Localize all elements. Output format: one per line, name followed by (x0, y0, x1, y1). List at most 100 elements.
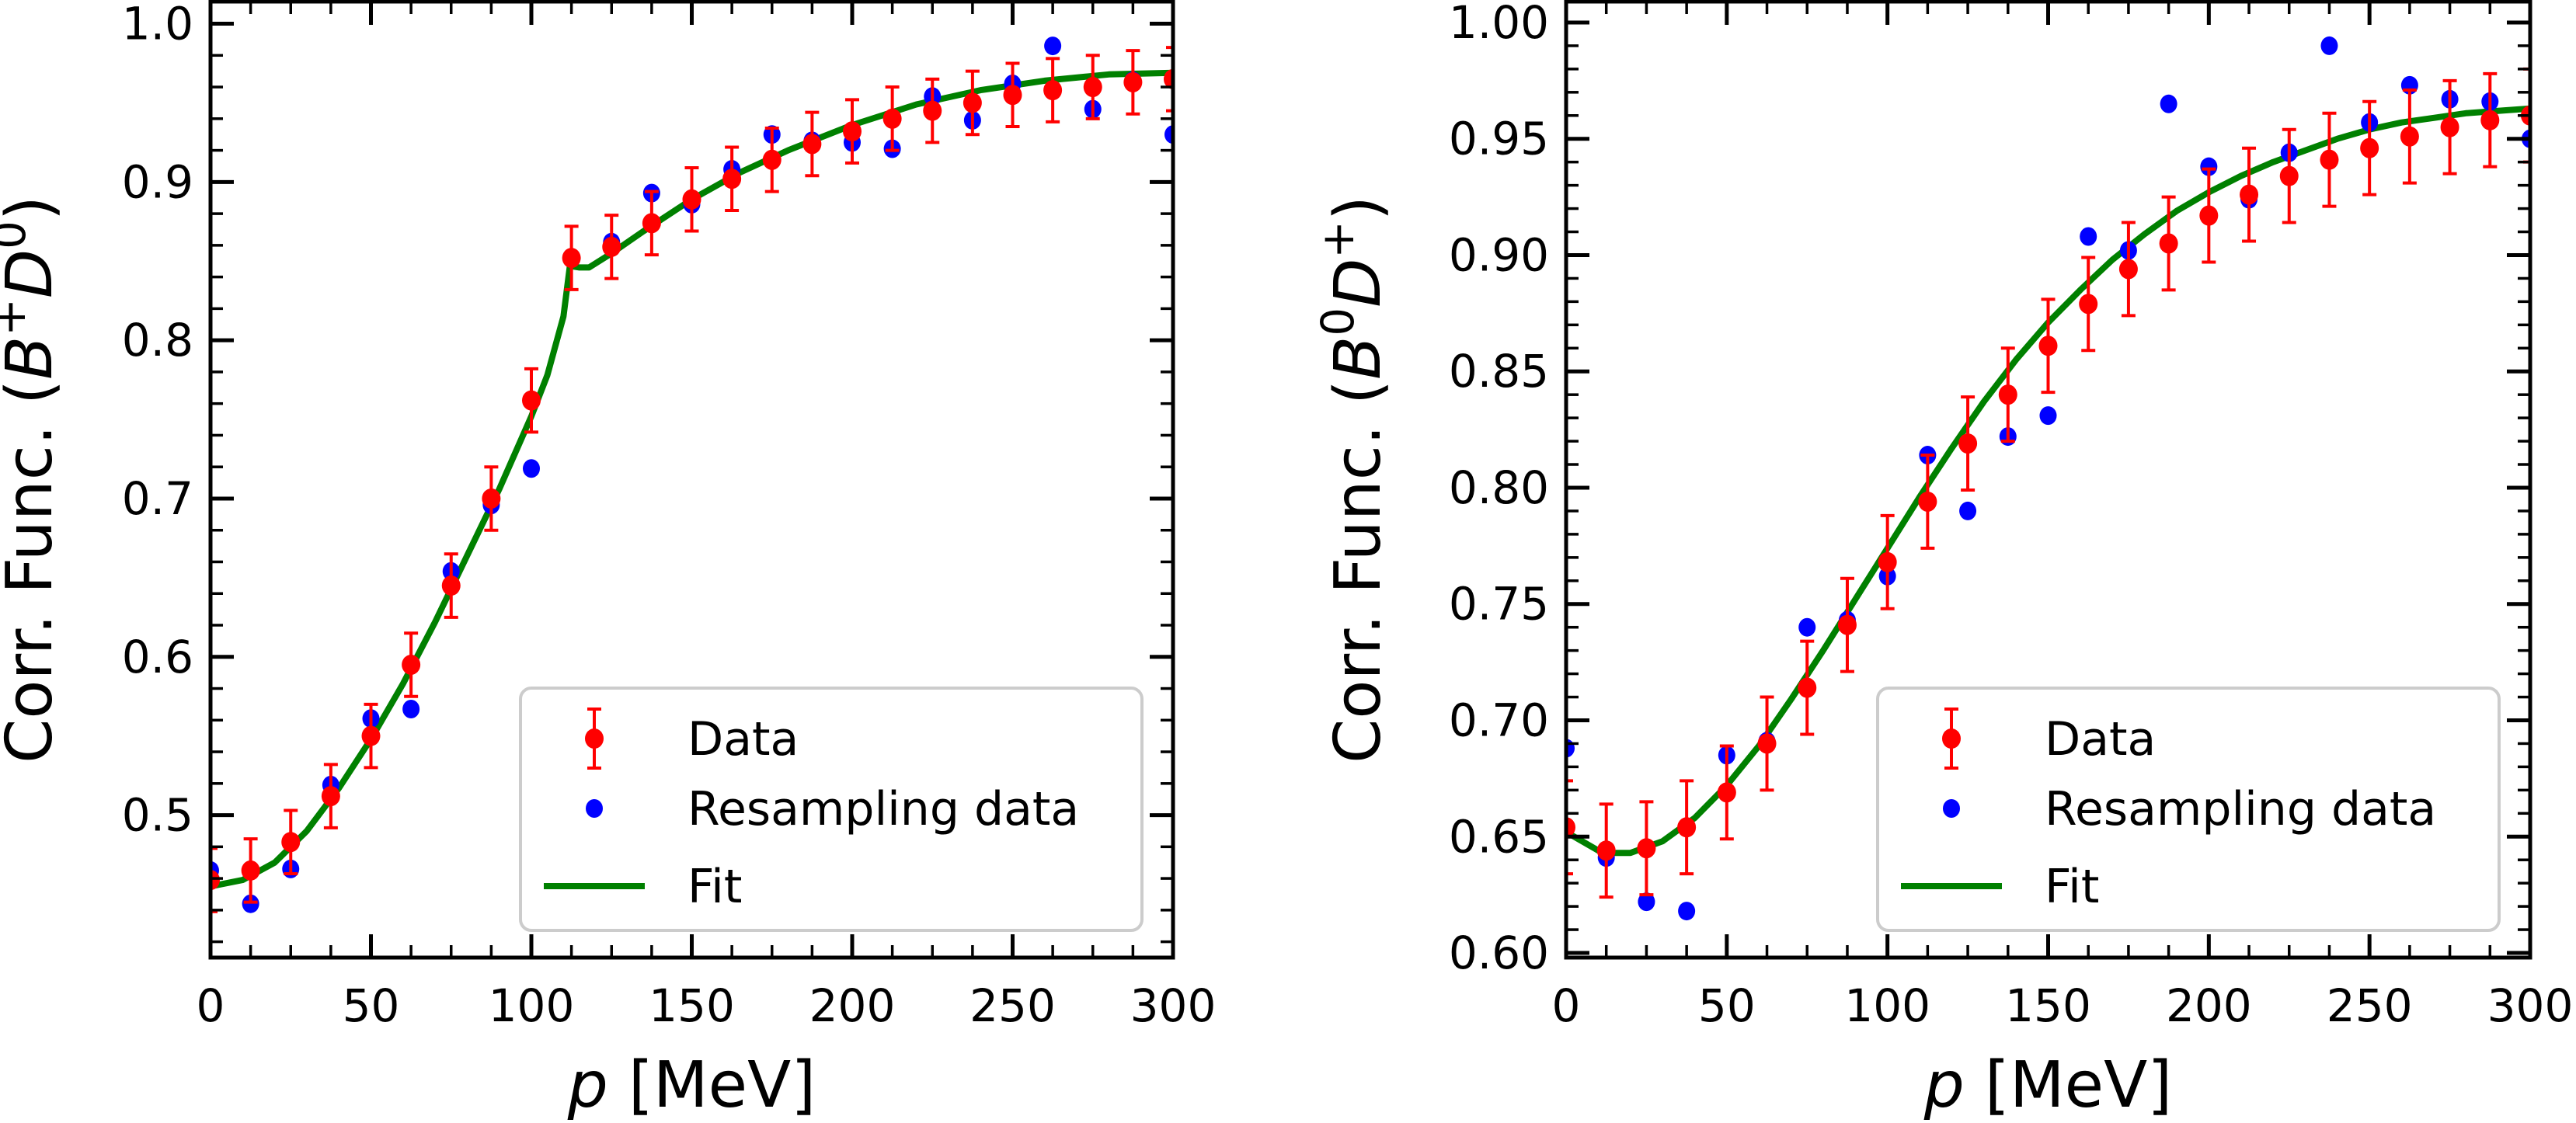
data-point (522, 390, 541, 411)
y-tick-label: 1.00 (1449, 0, 1549, 49)
y-tick-label: 0.60 (1449, 927, 1549, 979)
data-point (602, 236, 621, 257)
y-axis-label-part: 0 (1311, 308, 1364, 336)
y-tick-label: 0.80 (1449, 461, 1549, 514)
data-point (562, 248, 581, 269)
legend-resampling-marker (586, 799, 603, 818)
x-tick-label: 100 (1844, 979, 1930, 1032)
data-point (1043, 80, 1063, 101)
y-axis-label: Corr. Func. (B0D+) (1311, 196, 1395, 763)
x-axis-label-unit: [MeV] (1965, 1048, 2172, 1122)
resampling-point (1044, 37, 1062, 56)
resampling-point (1678, 902, 1696, 921)
x-tick-label: 250 (2327, 979, 2413, 1032)
y-tick-label: 0.65 (1449, 810, 1549, 863)
x-axis-label: p [MeV] (567, 1048, 816, 1122)
data-point (1837, 614, 1857, 635)
data-point (2038, 336, 2058, 356)
data-point (802, 134, 822, 155)
y-axis-label-part: D (1321, 259, 1395, 308)
y-tick-label: 0.5 (122, 789, 193, 842)
y-tick-label: 0.8 (122, 314, 193, 367)
data-point (402, 654, 421, 675)
data-point (722, 169, 742, 189)
resampling-point (1638, 892, 1655, 912)
y-tick-label: 0.75 (1449, 578, 1549, 631)
data-point (882, 108, 902, 129)
legend-label: Data (2045, 712, 2156, 767)
data-point (1958, 433, 1978, 454)
legend: Data Resampling data Fit (1876, 687, 2501, 932)
x-tick-label: 150 (2005, 979, 2091, 1032)
data-point (361, 725, 381, 746)
data-point (1998, 384, 2017, 405)
resampling-point (402, 700, 420, 719)
y-axis-label-part: D (0, 249, 67, 298)
y-tick-label: 0.7 (122, 472, 193, 525)
y-axis-label-part: + (0, 298, 36, 336)
legend-data-marker (585, 728, 604, 749)
data-point (2240, 184, 2259, 205)
y-axis-label-part: ) (0, 196, 67, 221)
resampling-point (2200, 157, 2218, 176)
data-point (1083, 77, 1102, 98)
legend-label: Fit (688, 860, 742, 914)
x-axis-label-var: p (1923, 1048, 1965, 1122)
resampling-point (1798, 617, 1816, 637)
data-point (1637, 838, 1656, 859)
panel-2: 0 50 100 150 200 250 300 0.60 0.65 0.70 0.75 0.80 0.… (1311, 0, 2573, 1122)
x-tick-label: 0 (1552, 979, 1581, 1032)
y-tick-label: 0.70 (1449, 694, 1549, 746)
x-tick-label: 300 (2487, 979, 2574, 1032)
x-tick-label: 0 (197, 979, 225, 1032)
x-tick-label: 100 (489, 979, 575, 1032)
y-tick-label: 0.95 (1449, 113, 1549, 165)
data-point (1003, 85, 1022, 106)
data-point (2159, 233, 2178, 254)
data-point (2440, 116, 2459, 137)
axes-frame (1564, 0, 2532, 960)
fit-line (1566, 105, 2530, 857)
data-point (2199, 205, 2219, 226)
resampling-point (242, 894, 259, 913)
y-axis-label-part: B (1321, 336, 1395, 380)
x-axis-label: p [MeV] (1923, 1048, 2172, 1122)
y-axis-label-part: B (0, 336, 67, 380)
legend-resampling-marker (1943, 799, 1960, 818)
legend-box (519, 687, 1144, 932)
x-tick-label: 300 (1130, 979, 1217, 1032)
legend-label: Resampling data (688, 782, 1079, 836)
legend-label: Fit (2045, 860, 2099, 914)
x-tick-label: 250 (969, 979, 1056, 1032)
legend-data-marker (1942, 728, 1961, 749)
data-point (682, 189, 701, 210)
data-point (211, 870, 220, 891)
plot-area (1566, 36, 2530, 921)
y-axis-label-part: + (1311, 221, 1364, 259)
data-point (482, 488, 501, 509)
y-axis-label: Corr. Func. (B+D0) (0, 196, 67, 763)
resampling-point (1959, 501, 1977, 520)
resampling-point (523, 459, 540, 478)
data-point (2400, 126, 2419, 147)
y-axis-label-part: Corr. Func. ( (0, 380, 67, 763)
data-point (1566, 817, 1575, 838)
x-tick-label: 150 (649, 979, 735, 1032)
data-point (1717, 782, 1736, 803)
data-point (963, 92, 982, 113)
x-tick-label: 50 (343, 979, 400, 1032)
y-tick-label: 0.90 (1449, 228, 1549, 281)
legend-label: Resampling data (2045, 782, 2436, 836)
resampling-point (2320, 36, 2338, 55)
data-point (923, 100, 942, 121)
data-point (1878, 551, 1897, 572)
x-tick-label: 50 (1698, 979, 1756, 1032)
data-point (843, 121, 862, 142)
data-point (2480, 110, 2500, 130)
data-point (1798, 677, 1817, 698)
data-point (241, 860, 260, 881)
y-axis-label-part: 0 (0, 221, 36, 249)
data-point (1164, 68, 1173, 89)
legend-label: Data (688, 712, 799, 767)
resampling-point (2039, 406, 2057, 426)
